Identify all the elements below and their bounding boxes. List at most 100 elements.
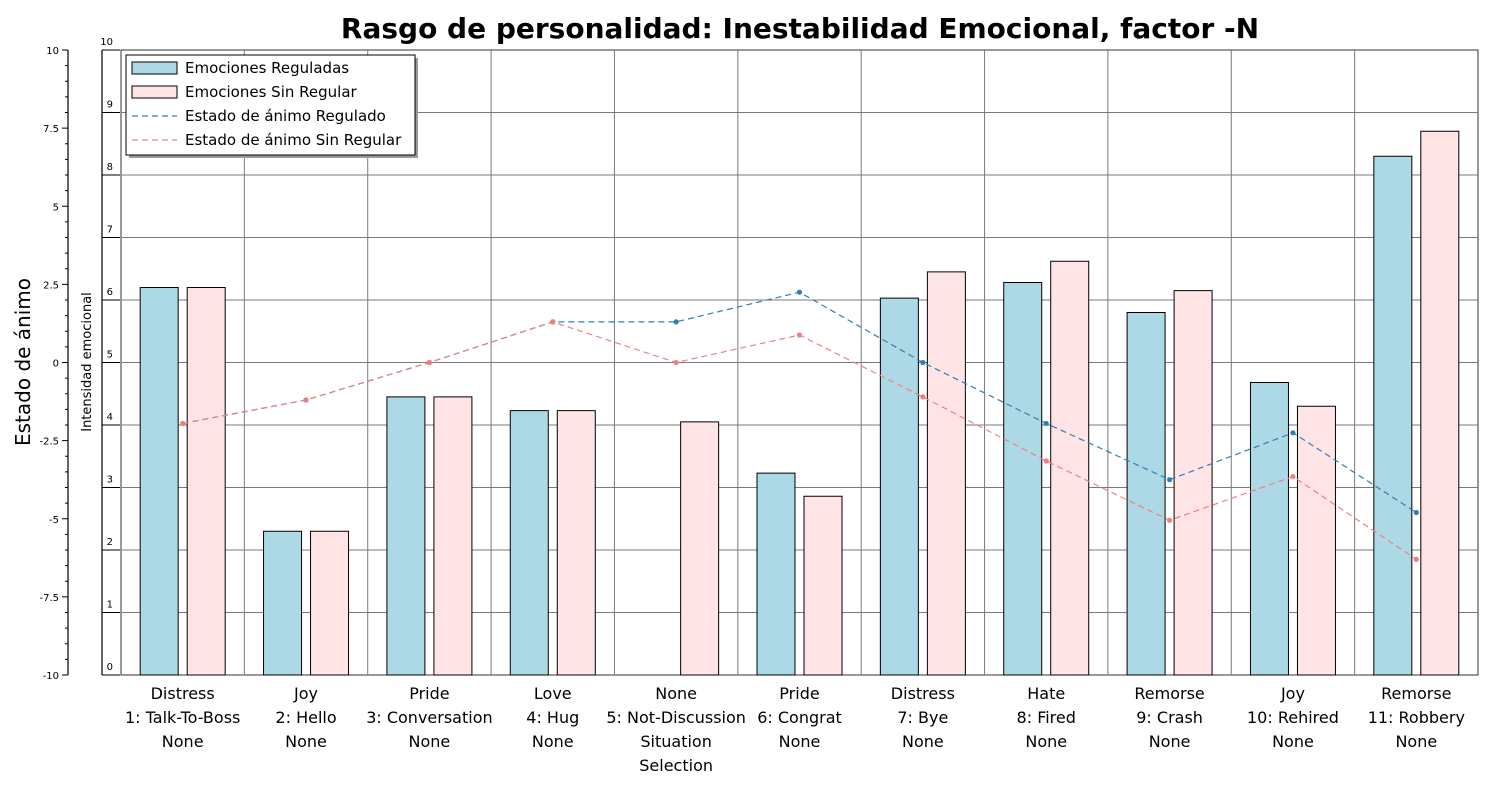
x-category-label-line: Distress: [151, 684, 215, 703]
x-category-label-line: 6: Congrat: [757, 708, 842, 727]
x-category-label-line: Joy: [1280, 684, 1305, 703]
x-category-label-line: None: [409, 732, 451, 751]
x-category-label-line: 3: Conversation: [366, 708, 492, 727]
legend-entry-label: Estado de ánimo Regulado: [185, 107, 386, 125]
x-category-label-line: None: [285, 732, 327, 751]
bar-regulated: [756, 472, 796, 676]
legend-swatch-unregulated: [131, 85, 178, 99]
x-category-label: Pride 3: Conversation None: [366, 684, 492, 751]
intensity-axis-tick-label: 1: [107, 600, 113, 611]
left-axis-tick-label: -2.5: [39, 437, 59, 448]
point-mood-unregulated: [1166, 517, 1173, 523]
bar-unregulated: [1173, 290, 1213, 676]
point-mood-unregulated: [920, 394, 926, 400]
x-category-label-line: 2: Hello: [275, 708, 336, 727]
x-axis-labels: Distress 1: Talk-To-Boss None Joy 2: Hello No…: [125, 684, 1465, 775]
point-mood-regulated: [796, 289, 803, 295]
x-category-label-line: None: [532, 732, 574, 751]
point-mood-unregulated: [550, 319, 556, 325]
left-axis-tick-label: -5: [49, 515, 59, 526]
point-mood-unregulated: [426, 359, 433, 366]
right-axis-label: Intensidad emocional: [80, 292, 95, 432]
x-category-label: Remorse 11: Robbery None: [1368, 684, 1465, 751]
x-category-label-line: Remorse: [1381, 684, 1451, 703]
legend-entry-label: Emociones Reguladas: [185, 59, 349, 77]
bar-unregulated: [926, 271, 966, 676]
left-axis-tick-label: -7.5: [39, 593, 59, 604]
point-mood-unregulated: [673, 359, 679, 366]
x-category-label-line: Hate: [1027, 684, 1065, 703]
left-axis-tick-label: 2.5: [43, 280, 59, 291]
intensity-axis-tick-label: 8: [107, 162, 113, 173]
x-category-label-line: 8: Fired: [1017, 708, 1076, 727]
chart-title: Rasgo de personalidad: Inestabilidad Emo…: [341, 12, 1259, 45]
x-category-label: Distress 1: Talk-To-Boss None: [125, 684, 240, 751]
x-category-label-line: None: [779, 732, 821, 751]
left-axis-label: Estado de ánimo: [11, 278, 35, 446]
point-mood-regulated: [1413, 509, 1419, 516]
bar-unregulated: [803, 495, 843, 676]
x-category-label: Remorse 9: Crash None: [1134, 684, 1204, 751]
intensity-axis-tick-label: 10: [100, 37, 113, 48]
bar-regulated: [879, 297, 919, 676]
x-category-label-line: Distress: [891, 684, 955, 703]
x-category-label: Love 4: Hug None: [526, 684, 579, 751]
x-category-label-line: None: [902, 732, 944, 751]
x-category-label-line: None: [655, 684, 697, 703]
bar-regulated: [1003, 282, 1043, 676]
x-category-label-line: 1: Talk-To-Boss: [125, 708, 240, 727]
x-category-label-line: None: [1149, 732, 1191, 751]
x-category-label-line: None: [1395, 732, 1437, 751]
x-category-label-line: 10: Rehired: [1247, 708, 1339, 727]
bar-unregulated: [186, 287, 226, 676]
x-category-label: Pride 6: Congrat None: [757, 684, 842, 751]
x-category-label-line: Joy: [293, 684, 318, 703]
x-category-label-line: Love: [534, 684, 572, 703]
x-category-label-line: None: [1025, 732, 1067, 751]
point-mood-unregulated: [1413, 556, 1419, 562]
bar-regulated: [509, 410, 549, 676]
bar-regulated: [1373, 155, 1413, 676]
x-category-label: Joy 2: Hello None: [275, 684, 336, 751]
bar-regulated: [139, 287, 179, 676]
x-category-label-line: 7: Bye: [897, 708, 948, 727]
point-mood-unregulated: [180, 420, 186, 427]
left-axis-tick-label: 0: [53, 359, 59, 370]
intensity-axis-tick-label: 6: [107, 287, 113, 298]
left-axis-tick-label: 7.5: [43, 124, 59, 135]
x-category-label: Distress 7: Bye None: [891, 684, 955, 751]
bar-unregulated: [1296, 405, 1336, 676]
x-category-label-line: 11: Robbery: [1368, 708, 1465, 727]
bar-regulated: [1126, 312, 1166, 676]
bar-regulated: [1249, 382, 1289, 676]
bar-unregulated: [680, 421, 720, 676]
x-category-label-line: Pride: [409, 684, 449, 703]
left-axis-tick-label: 10: [46, 46, 59, 57]
bar-regulated: [386, 396, 426, 676]
bar-unregulated: [310, 530, 350, 676]
bar-unregulated: [1420, 130, 1460, 676]
left-axis-tick-label: -10: [43, 671, 59, 682]
bar-unregulated: [433, 396, 473, 676]
x-category-label-line: Pride: [779, 684, 819, 703]
mood-lines: [180, 289, 1419, 562]
point-mood-unregulated: [1043, 458, 1049, 464]
intensity-axis-tick-label: 0: [107, 662, 113, 673]
x-category-label-line: Situation: [640, 732, 711, 751]
x-category-label-line: None: [1272, 732, 1314, 751]
x-category-label-line: 5: Not-Discussion: [606, 708, 746, 727]
x-category-label-line: 9: Crash: [1136, 708, 1203, 727]
legend: Emociones Reguladas Emociones Sin Regular…: [125, 54, 418, 158]
point-mood-unregulated: [1290, 473, 1296, 480]
bar-unregulated: [556, 410, 596, 676]
intensity-axis-tick-label: 3: [107, 475, 113, 486]
x-category-label: Joy 10: Rehired None: [1247, 684, 1339, 751]
point-mood-regulated: [673, 319, 679, 325]
point-mood-unregulated: [796, 332, 803, 338]
left-axis-tick-label: 5: [53, 202, 59, 213]
point-mood-unregulated: [303, 397, 309, 403]
point-mood-regulated: [920, 359, 926, 366]
